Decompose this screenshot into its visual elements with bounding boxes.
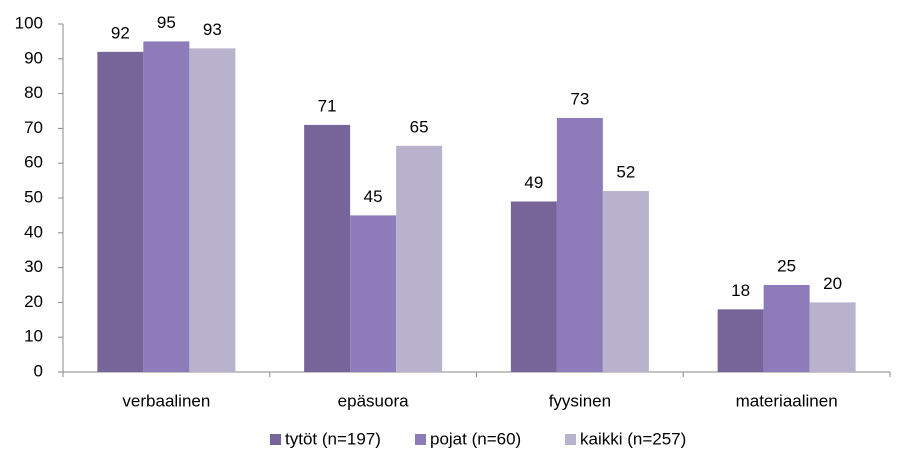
y-tick-label: 30 — [24, 257, 43, 276]
bar — [396, 145, 443, 372]
data-label: 45 — [364, 187, 383, 206]
bar — [304, 124, 351, 372]
bar — [143, 41, 190, 373]
y-tick-label: 40 — [24, 222, 43, 241]
data-label: 20 — [823, 274, 842, 293]
bar — [556, 117, 603, 373]
legend-label: tytöt (n=197) — [285, 429, 381, 448]
data-label: 71 — [318, 96, 337, 115]
data-label: 92 — [111, 23, 130, 42]
legend-swatch — [415, 434, 426, 445]
bar — [189, 48, 236, 373]
legend-swatch — [565, 434, 576, 445]
y-tick-label: 20 — [24, 292, 43, 311]
legend-swatch — [270, 434, 281, 445]
data-label: 95 — [157, 13, 176, 32]
bar — [809, 302, 856, 372]
data-label: 93 — [203, 20, 222, 39]
bar — [97, 51, 144, 373]
bar — [510, 201, 557, 372]
x-tick-label: fyysinen — [549, 391, 611, 410]
legend-label: kaikki (n=257) — [580, 429, 686, 448]
x-tick-label: materiaalinen — [736, 391, 838, 410]
y-tick-label: 90 — [24, 48, 43, 67]
data-label: 65 — [410, 117, 429, 136]
y-tick-label: 10 — [24, 327, 43, 346]
y-tick-label: 70 — [24, 118, 43, 137]
y-tick-label: 60 — [24, 153, 43, 172]
legend-label: pojat (n=60) — [430, 429, 521, 448]
y-tick-label: 80 — [24, 83, 43, 102]
data-label: 73 — [570, 89, 589, 108]
bar — [350, 215, 397, 372]
x-tick-label: epäsuora — [338, 391, 409, 410]
bar — [602, 191, 649, 372]
data-label: 25 — [777, 256, 796, 275]
bar — [763, 285, 810, 372]
data-label: 18 — [731, 281, 750, 300]
data-label: 49 — [524, 173, 543, 192]
y-tick-label: 100 — [15, 13, 43, 32]
y-tick-label: 0 — [34, 361, 43, 380]
data-label: 52 — [616, 163, 635, 182]
y-tick-label: 50 — [24, 187, 43, 206]
bar — [717, 309, 764, 372]
x-tick-label: verbaalinen — [122, 391, 210, 410]
